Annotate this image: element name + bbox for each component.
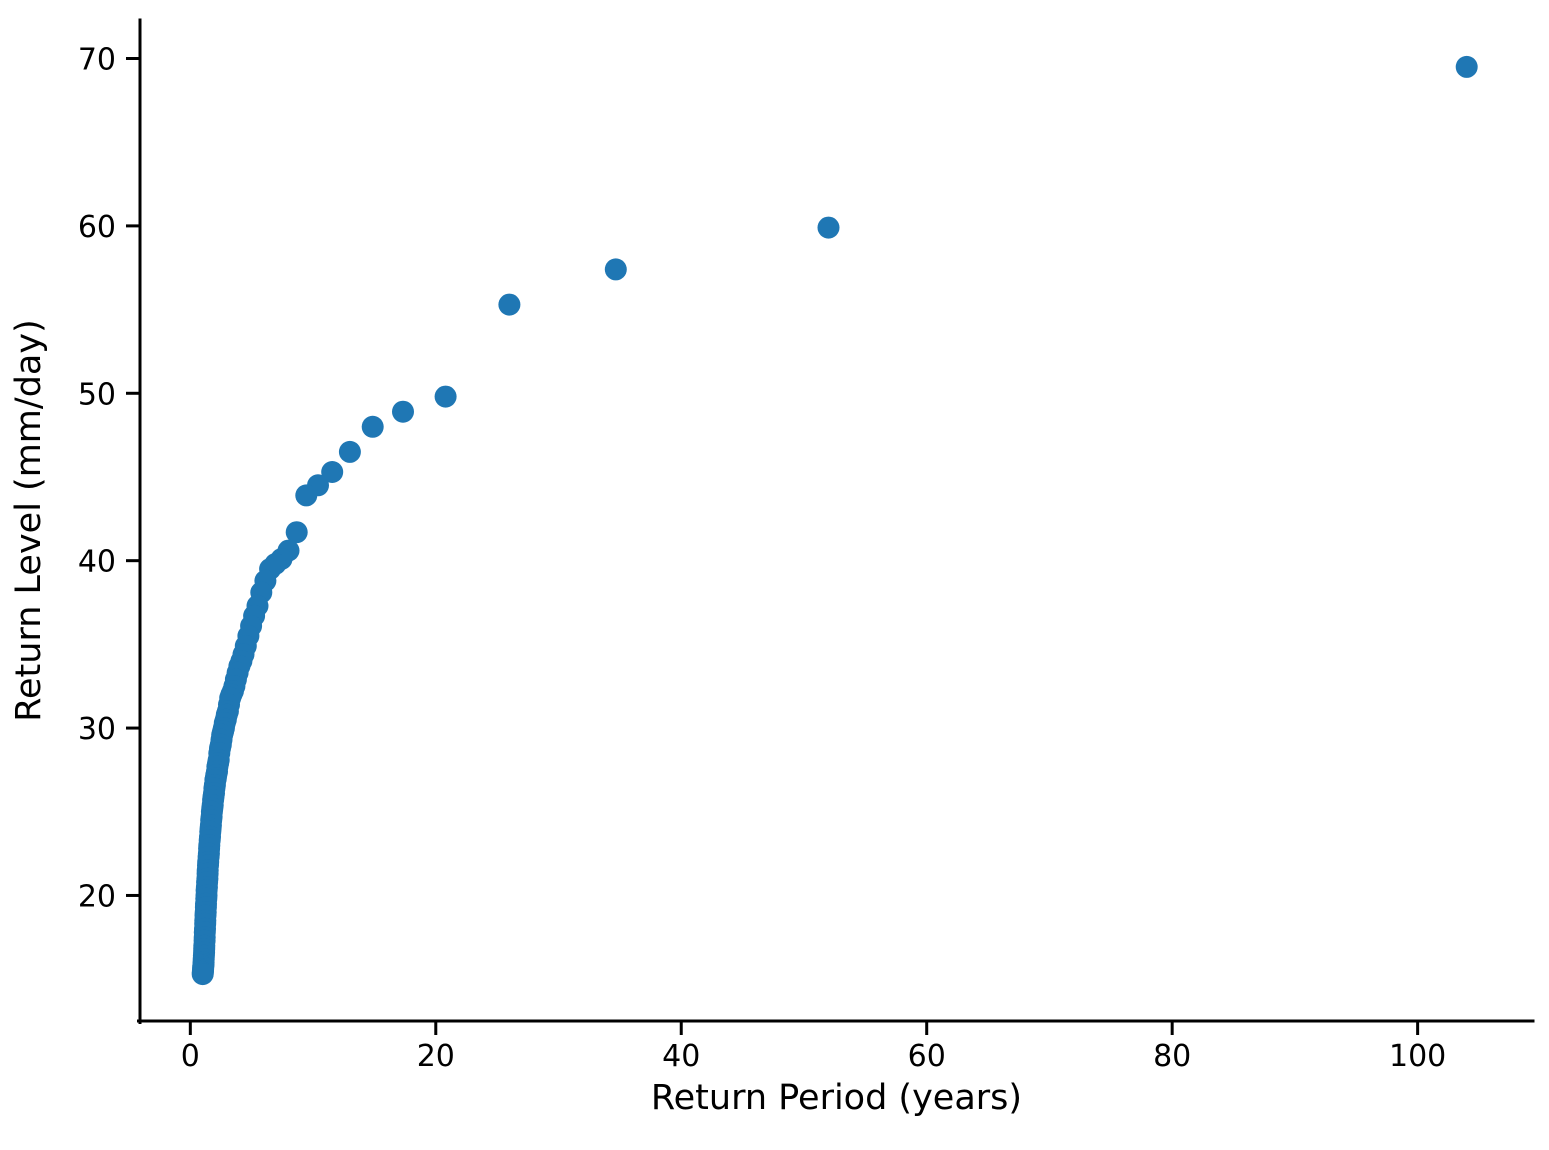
- data-point: [1455, 55, 1478, 78]
- axes-spines: [137, 18, 1535, 1024]
- y-axis-ticks: 20 30 40 50 60 70: [78, 43, 139, 914]
- data-point: [338, 440, 361, 463]
- data-point: [604, 258, 627, 281]
- data-point: [498, 293, 521, 316]
- y-tick-label: 50: [78, 377, 116, 412]
- y-tick-label: 20: [78, 879, 116, 914]
- data-point: [361, 415, 384, 438]
- scatter-points: [191, 55, 1478, 986]
- x-axis-ticks: 0 20 40 60 80 100: [181, 1022, 1446, 1074]
- x-tick-label: 0: [181, 1039, 200, 1074]
- y-tick-label: 40: [78, 545, 116, 580]
- data-point: [321, 461, 344, 483]
- data-point: [817, 216, 840, 239]
- x-axis-label: Return Period (years): [651, 1078, 1022, 1118]
- data-point: [285, 521, 308, 544]
- y-tick-label: 60: [78, 210, 116, 245]
- x-tick-label: 20: [417, 1039, 455, 1074]
- x-tick-label: 40: [662, 1039, 700, 1074]
- x-tick-label: 100: [1389, 1039, 1446, 1074]
- data-point: [392, 400, 414, 423]
- data-point: [434, 385, 457, 408]
- y-tick-label: 70: [78, 43, 116, 78]
- x-tick-label: 60: [908, 1039, 946, 1074]
- data-point: [191, 963, 214, 986]
- y-tick-label: 30: [78, 712, 116, 747]
- x-tick-label: 80: [1153, 1039, 1191, 1074]
- y-axis-label: Return Level (mm/day): [9, 319, 49, 721]
- data-point: [295, 484, 318, 507]
